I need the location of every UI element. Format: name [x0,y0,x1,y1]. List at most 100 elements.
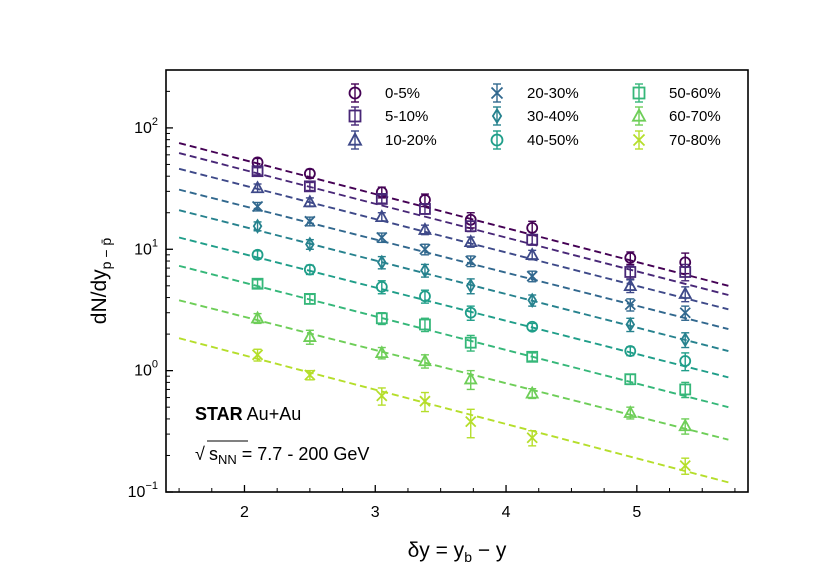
data-point [464,220,477,233]
data-point [465,255,477,267]
data-point [624,298,636,311]
fit-line [178,142,729,287]
data-point [302,329,317,342]
data-point [376,231,388,244]
data-point [526,221,539,234]
legend-marker [348,109,362,123]
data-point [463,371,478,385]
legend-marker [490,133,504,147]
data-point [624,345,637,357]
data-point [420,262,430,279]
legend-marker [631,107,647,122]
legend-label: 20-30% [527,85,579,102]
data-point [250,310,265,324]
data-point [624,373,637,386]
data-points [250,156,693,475]
y-tick-label: 101 [134,237,158,258]
y-tick-label: 10−1 [128,480,158,501]
data-point [419,318,431,331]
data-point [419,290,431,303]
data-point [465,415,477,428]
legend-label: 5-10% [385,108,428,125]
data-point [304,369,316,381]
legend-marker [348,86,362,100]
legend-marker [490,86,504,100]
data-point [303,180,316,193]
data-point [526,233,539,246]
data-point [376,390,388,402]
energy-annotation: √ sNN = 7.7 - 200 GeV [195,440,369,467]
data-point [623,405,638,418]
legend: 0-5% 5-10% 10-20% 20-30% 30-40% 40-50% 50-60% 6… [347,83,721,150]
data-point [679,459,691,472]
data-point [525,385,540,399]
data-point [464,336,477,349]
data-point [419,243,431,255]
data-point [463,234,478,248]
fit-line [178,337,729,484]
data-point [679,266,692,278]
data-point [251,349,264,361]
data-point [305,236,315,252]
legend-marker [632,133,646,147]
fit-line [178,188,729,330]
x-axis-label: δy = yb − y [408,539,507,565]
data-point [251,277,264,290]
data-point [679,307,691,319]
data-point [679,355,692,367]
data-point [251,248,264,261]
legend-label: 40-50% [527,132,579,149]
legend-label: 60-70% [669,108,721,125]
data-point [526,432,538,444]
data-point [625,316,636,333]
x-tick-label: 5 [632,504,641,521]
y-tick-label: 100 [134,359,158,380]
data-point [374,345,389,359]
data-point [526,320,539,333]
data-point [419,203,431,215]
data-point [251,200,264,213]
legend-label: 30-40% [527,108,579,125]
data-point [465,278,476,294]
y-axis-label: dN/dyp − p̄ [88,238,114,325]
data-point [624,266,637,278]
y-tick-label: 102 [134,116,158,137]
data-point [623,278,638,291]
data-point [419,395,431,407]
data-point [527,292,538,308]
data-point [678,286,693,299]
data-point [250,180,265,194]
data-point [251,165,264,178]
x-tick-label: 4 [502,504,511,521]
data-point [252,218,263,234]
data-point [375,193,388,205]
sqrt-symbol: √ [195,444,205,464]
legend-marker [347,131,363,146]
data-point [678,418,693,432]
data-point [417,353,432,367]
data-point [375,280,388,293]
legend-label: 50-60% [669,85,721,102]
fit-line [178,209,729,352]
data-point [303,293,316,305]
plot-frame [165,69,749,493]
experiment-label: STAR Au+Au [195,404,301,424]
legend-label: 0-5% [385,85,420,102]
data-point [680,331,691,348]
fit-line [178,299,729,441]
legend-label: 10-20% [385,132,437,149]
legend-marker [491,107,503,125]
data-point [417,222,432,235]
data-point [464,306,477,319]
data-point [375,312,388,325]
data-point [303,263,316,276]
x-tick-label: 3 [371,504,380,521]
legend-marker [632,86,646,100]
data-point [374,209,389,222]
energy-label: sNN = 7.7 - 200 GeV [209,444,369,467]
data-point [526,270,538,282]
fit-line [178,236,729,379]
fit-line [178,152,729,296]
fit-lines [178,142,729,484]
